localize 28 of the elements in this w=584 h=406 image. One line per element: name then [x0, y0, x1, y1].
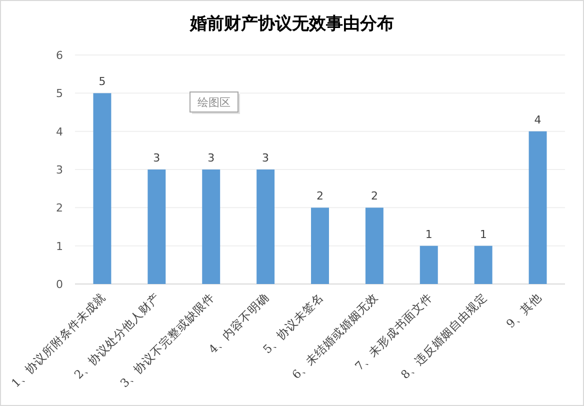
data-label: 1: [425, 228, 432, 241]
y-tick-label: 0: [56, 278, 63, 291]
data-label: 5: [98, 75, 106, 88]
bar: [148, 170, 166, 284]
y-tick-label: 2: [56, 202, 63, 215]
chart-title: 婚前财产协议无效事由分布: [189, 14, 394, 34]
data-label: 1: [480, 228, 487, 241]
bar: [528, 131, 547, 284]
data-label: 2: [316, 190, 324, 203]
data-label: 4: [534, 113, 542, 126]
y-tick-label: 5: [56, 87, 63, 100]
bar: [365, 208, 384, 284]
y-tick-label: 3: [56, 164, 63, 176]
y-tick-label: 1: [56, 240, 63, 253]
bar: [202, 170, 220, 284]
data-label: 3: [208, 152, 215, 164]
data-label: 3: [153, 152, 160, 164]
data-label: 3: [262, 152, 270, 164]
bar: [420, 246, 438, 284]
x-tick-label: 9、其他: [503, 290, 544, 331]
bar: [474, 246, 492, 284]
bar: [93, 93, 112, 284]
bar: [311, 208, 329, 284]
data-label: 2: [370, 190, 378, 203]
annotation: 绘图区: [198, 96, 230, 109]
y-tick-label: 6: [56, 49, 63, 62]
bar: [256, 170, 275, 284]
y-tick-label: 4: [56, 125, 63, 138]
